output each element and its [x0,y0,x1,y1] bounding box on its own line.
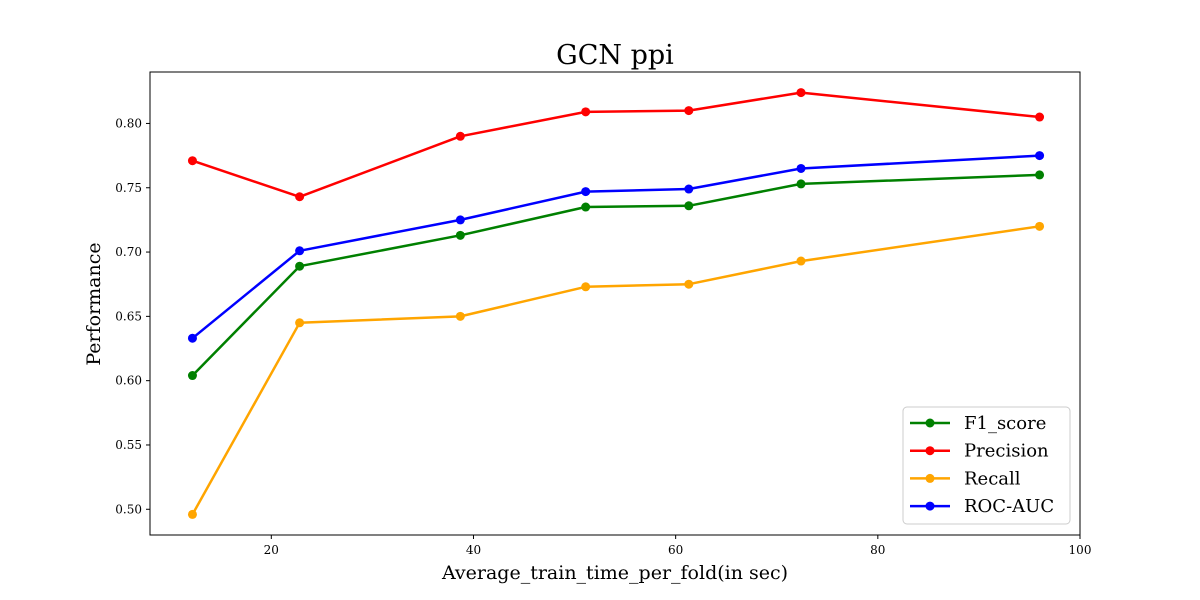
legend-marker [925,501,935,511]
y-axis-title: Performance [83,242,105,365]
data-point [796,256,806,266]
x-tick-label: 60 [668,543,683,557]
y-tick-label: 0.65 [115,309,142,323]
data-point [1035,112,1045,122]
data-point [581,187,591,197]
data-point [455,311,465,321]
data-point [581,202,591,212]
chart-title: GCN ppi [556,40,674,71]
legend-marker [925,418,935,428]
data-point [295,246,305,256]
data-point [684,184,694,194]
x-tick-label: 40 [466,543,481,557]
legend-marker [925,446,935,456]
data-point [295,192,305,202]
legend-box [902,406,1071,525]
y-tick-label: 0.50 [115,502,142,516]
data-point [455,131,465,141]
x-axis-ticks: 20 40 60 80 100 [264,535,1092,557]
legend-label: ROC-AUC [964,496,1054,517]
data-point [455,215,465,225]
legend-item: Recall [910,468,1021,489]
data-point [581,282,591,292]
y-tick-label: 0.55 [115,438,142,452]
y-tick-label: 0.75 [115,181,142,195]
legend-item: Precision [910,441,1049,462]
data-point [1035,170,1045,180]
data-point [295,318,305,328]
legend-item: F1_score [910,413,1046,434]
data-point [187,371,197,381]
data-point [684,106,694,116]
data-point [187,509,197,519]
data-point [581,107,591,117]
x-tick-label: 20 [264,543,279,557]
data-point [796,179,806,189]
x-axis-title: Average_train_time_per_fold(in sec) [441,562,788,584]
plot-points [187,88,1045,519]
data-point [796,163,806,173]
legend: F1_score Precision Recall ROC-AUC [902,406,1071,525]
data-point [1035,151,1045,161]
legend-item: ROC-AUC [910,496,1054,517]
x-tick-label: 80 [870,543,885,557]
legend-marker [925,473,935,483]
data-point [455,230,465,240]
y-axis-ticks: 0.50 0.55 0.60 0.65 0.70 0.75 0.80 [115,116,150,516]
y-tick-label: 0.60 [115,374,142,388]
data-point [1035,221,1045,231]
plot-area-frame [149,71,1081,536]
y-tick-label: 0.80 [115,116,142,130]
data-point [295,261,305,271]
legend-label: Precision [964,441,1049,462]
data-point [187,333,197,343]
data-point [684,279,694,289]
data-point [684,201,694,211]
x-tick-label: 100 [1069,543,1092,557]
data-point [187,156,197,166]
legend-label: F1_score [964,413,1046,434]
legend-label: Recall [964,468,1021,489]
y-tick-label: 0.70 [115,245,142,259]
data-point [796,88,806,98]
